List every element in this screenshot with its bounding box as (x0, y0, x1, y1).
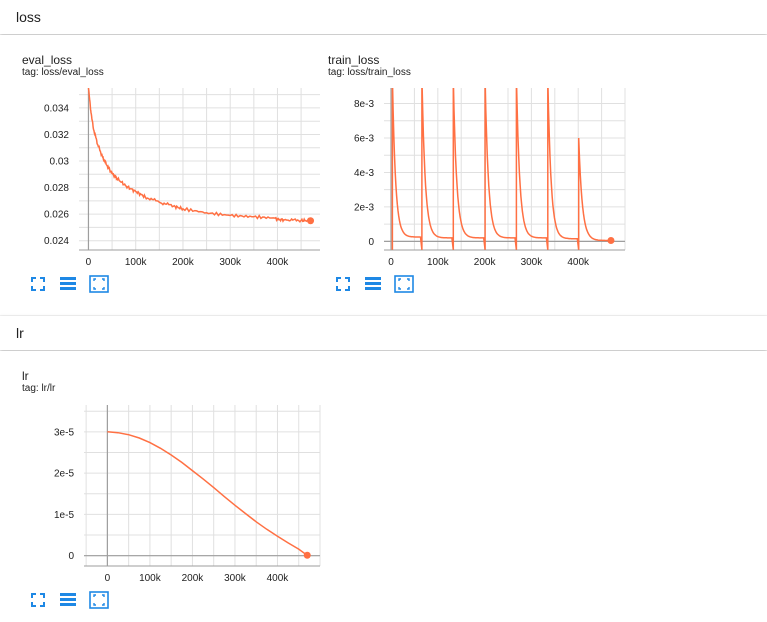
y-tick-label: 2e-5 (54, 469, 74, 480)
log-scale-toggle-icon[interactable] (89, 275, 109, 293)
section-header-loss[interactable]: loss (0, 0, 767, 34)
plot-area: 0 100k 200k 300k 400k 0 1e-5 2e-5 3e-5 (54, 405, 321, 584)
fit-domain-icon[interactable] (334, 275, 352, 293)
chart-card-lr: lr tag: lr/lr (22, 369, 322, 619)
data-table-icon[interactable] (59, 591, 77, 609)
data-table-icon[interactable] (59, 275, 77, 293)
y-tick-label: 0.034 (44, 103, 69, 114)
y-tick-label: 4e-3 (354, 168, 374, 179)
chart-title: eval_loss (22, 53, 73, 67)
x-tick-label: 400k (267, 573, 290, 584)
chart-card-eval-loss: eval_loss tag: loss/eval_loss (22, 53, 322, 303)
plot-area: 0 100k 200k 300k 400k 0 2e-3 4e-3 6e-3 8e-3 (354, 88, 626, 268)
x-tick-label: 0 (86, 257, 92, 268)
x-tick-label: 300k (219, 257, 242, 268)
x-tick-label: 0 (105, 573, 111, 584)
chart-tag: tag: loss/train_loss (328, 67, 411, 78)
chart-toolbar (29, 591, 109, 609)
last-point-marker (307, 217, 315, 225)
plot-area: 0 100k 200k 300k 400k 0.024 0.026 0.028 0.03 0.03… (44, 88, 320, 268)
x-tick-label: 200k (172, 257, 195, 268)
last-point-marker (607, 237, 615, 245)
x-tick-label: 300k (224, 573, 247, 584)
series-line (107, 431, 308, 556)
chart-tag: tag: lr/lr (22, 383, 56, 394)
y-tick-label: 0.03 (50, 157, 70, 168)
chart-tag: tag: loss/eval_loss (22, 67, 104, 78)
chart-card-train-loss: train_loss tag: loss/train_loss (328, 53, 628, 303)
x-tick-label: 100k (427, 257, 450, 268)
y-tick-label: 2e-3 (354, 202, 374, 213)
x-tick-label: 0 (388, 257, 394, 268)
x-tick-label: 100k (139, 573, 162, 584)
chart-toolbar (29, 275, 109, 293)
section-body-loss: eval_loss tag: loss/eval_loss train_loss… (0, 35, 767, 315)
chart-toolbar (334, 275, 414, 293)
x-tick-label: 200k (182, 573, 205, 584)
fit-domain-icon[interactable] (29, 275, 47, 293)
x-tick-label: 200k (474, 257, 497, 268)
log-scale-toggle-icon[interactable] (89, 591, 109, 609)
data-table-icon[interactable] (364, 275, 382, 293)
y-tick-label: 0.026 (44, 210, 69, 221)
x-tick-label: 400k (267, 257, 290, 268)
y-tick-label: 1e-5 (54, 510, 74, 521)
y-tick-label: 0.032 (44, 130, 69, 141)
section-body-lr: lr tag: lr/lr (0, 351, 767, 622)
section-title: loss (16, 9, 41, 25)
series-line (391, 88, 611, 250)
x-tick-label: 300k (521, 257, 544, 268)
section-header-lr[interactable]: lr (0, 316, 767, 350)
y-tick-label: 0 (68, 551, 74, 562)
fit-domain-icon[interactable] (29, 591, 47, 609)
log-scale-toggle-icon[interactable] (394, 275, 414, 293)
y-tick-label: 6e-3 (354, 133, 374, 144)
series-line (87, 88, 311, 224)
y-tick-label: 0.028 (44, 183, 69, 194)
chart-title: train_loss (328, 53, 380, 67)
y-tick-label: 3e-5 (54, 427, 74, 438)
chart-title: lr (22, 369, 29, 383)
y-tick-label: 8e-3 (354, 99, 374, 110)
x-tick-label: 100k (125, 257, 148, 268)
x-tick-label: 400k (567, 257, 590, 268)
y-tick-label: 0.024 (44, 236, 69, 247)
section-title: lr (16, 325, 24, 341)
last-point-marker (303, 551, 311, 559)
y-tick-label: 0 (368, 237, 374, 248)
